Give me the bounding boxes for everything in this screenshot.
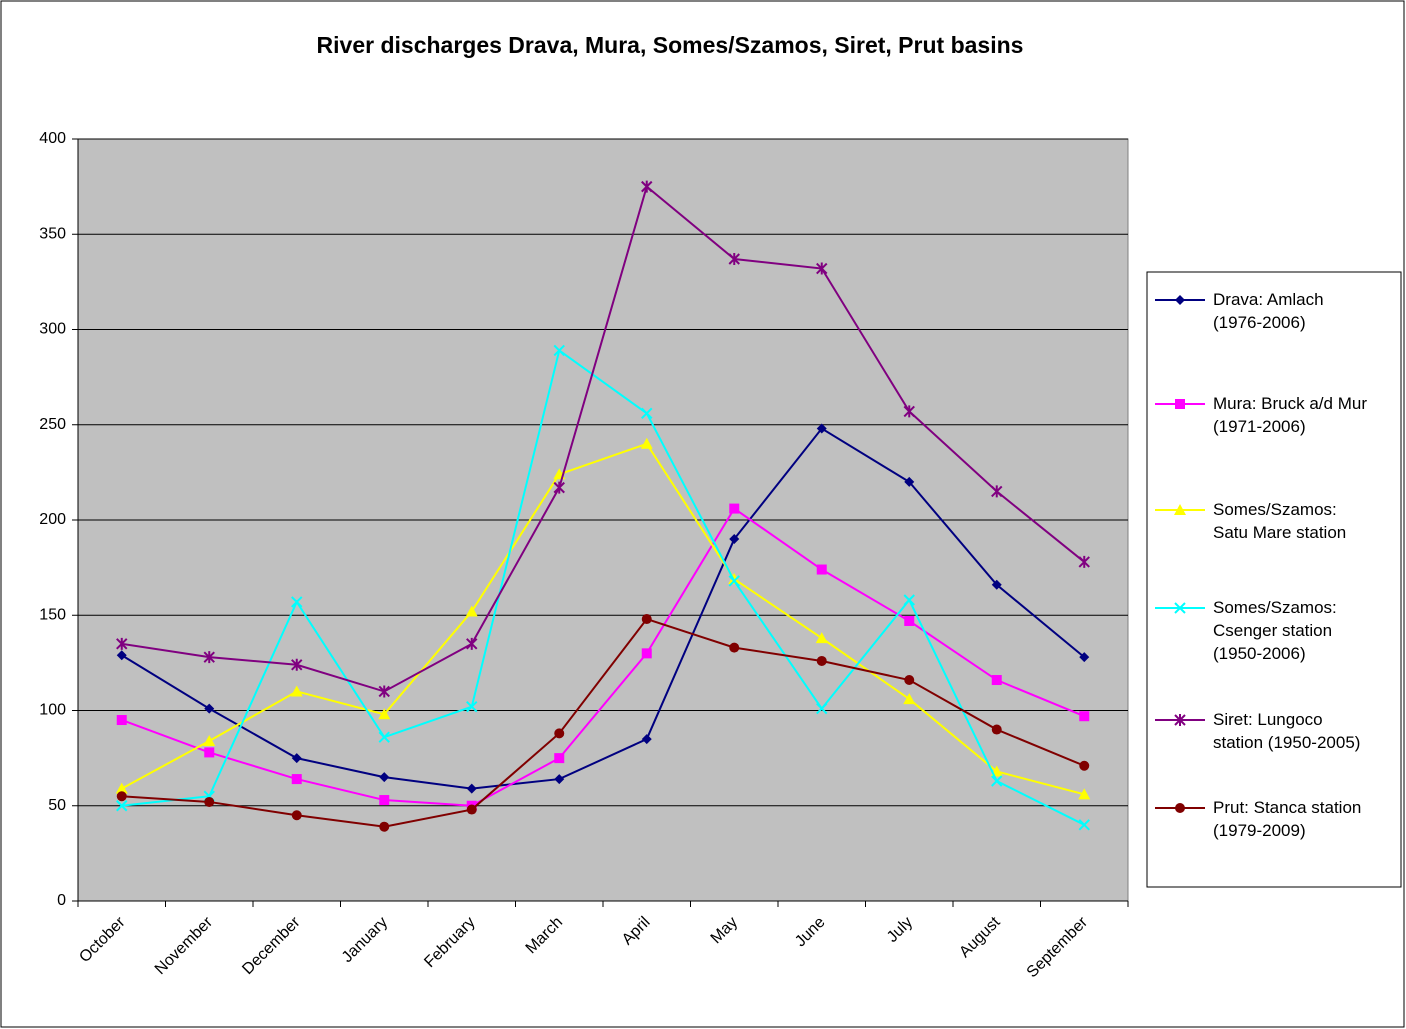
marker (554, 728, 565, 739)
marker (379, 772, 390, 783)
marker (378, 731, 390, 743)
y-tick-label: 200 (39, 511, 66, 528)
marker (116, 715, 127, 726)
marker (379, 795, 390, 806)
marker (1174, 602, 1186, 614)
marker (640, 437, 653, 449)
marker (291, 774, 302, 785)
marker (553, 344, 565, 357)
marker (991, 675, 1002, 686)
marker (1079, 711, 1090, 722)
marker (1175, 295, 1185, 305)
marker (204, 796, 215, 807)
marker (641, 180, 653, 193)
legend-label: Drava: Amlach (1976-2006) (1213, 290, 1324, 332)
y-tick-label: 100 (39, 702, 66, 719)
marker (1078, 819, 1090, 831)
marker (729, 503, 740, 514)
marker (291, 753, 302, 764)
y-tick-label: 400 (39, 130, 66, 147)
marker (465, 605, 478, 617)
marker (379, 821, 390, 832)
marker (116, 791, 127, 802)
legend (1146, 271, 1402, 888)
chart-title: River discharges Drava, Mura, Somes/Szam… (317, 32, 1024, 58)
marker (641, 648, 652, 659)
marker (641, 734, 652, 745)
marker (641, 407, 653, 420)
y-tick-label: 0 (57, 892, 66, 909)
marker (204, 747, 215, 758)
legend-label: Mura: Bruck a/d Mur (1971-2006) (1213, 394, 1367, 436)
marker (204, 703, 215, 714)
series-line (121, 184, 1085, 693)
marker (291, 596, 303, 608)
marker (291, 658, 303, 671)
series-line (121, 442, 1085, 796)
marker (728, 575, 740, 587)
marker (116, 800, 128, 812)
marker (203, 651, 215, 664)
marker (116, 637, 128, 650)
marker (466, 700, 478, 713)
marker (378, 685, 390, 698)
marker (991, 724, 1002, 735)
marker (816, 262, 828, 275)
series-line (121, 427, 1085, 790)
marker (991, 775, 1003, 787)
series-line (121, 348, 1085, 826)
marker (290, 685, 303, 697)
marker (903, 693, 916, 705)
y-tick-label: 300 (39, 321, 66, 338)
marker (1078, 555, 1090, 568)
y-tick-label: 50 (48, 797, 66, 814)
marker (991, 579, 1002, 590)
marker (466, 783, 477, 794)
marker (729, 642, 740, 653)
marker (116, 650, 127, 661)
marker (816, 702, 828, 715)
legend-label: Siret: Lungoco station (1950-2005) (1213, 710, 1361, 752)
marker (1175, 399, 1185, 409)
marker (466, 804, 477, 815)
marker (904, 476, 915, 487)
marker (466, 637, 478, 650)
y-tick-label: 350 (39, 225, 66, 242)
marker (816, 423, 827, 434)
marker (554, 753, 565, 764)
marker (1174, 714, 1186, 726)
marker (641, 614, 652, 625)
marker (1175, 803, 1185, 813)
marker (903, 405, 915, 418)
marker (553, 481, 565, 494)
marker (728, 573, 741, 585)
marker (904, 615, 915, 626)
marker (904, 675, 915, 686)
marker (1078, 788, 1091, 800)
marker (816, 564, 827, 575)
series-line (121, 617, 1085, 828)
marker (728, 253, 740, 266)
legend-label: Prut: Stanca station (1979-2009) (1213, 798, 1362, 840)
y-tick-label: 250 (39, 416, 66, 433)
legend-label: Somes/Szamos: Csenger station (1950-2006… (1213, 598, 1337, 663)
marker (291, 810, 302, 821)
marker (729, 534, 740, 545)
marker (1079, 760, 1090, 771)
legend-label: Somes/Szamos: Satu Mare station (1213, 500, 1347, 542)
marker (991, 485, 1003, 498)
marker (1174, 504, 1186, 515)
marker (203, 734, 216, 746)
marker (903, 594, 915, 606)
marker (815, 632, 828, 644)
y-tick-label: 150 (39, 606, 66, 623)
marker (378, 708, 391, 720)
marker (816, 655, 827, 666)
marker (1079, 652, 1090, 663)
marker (554, 774, 565, 785)
marker (115, 782, 128, 794)
